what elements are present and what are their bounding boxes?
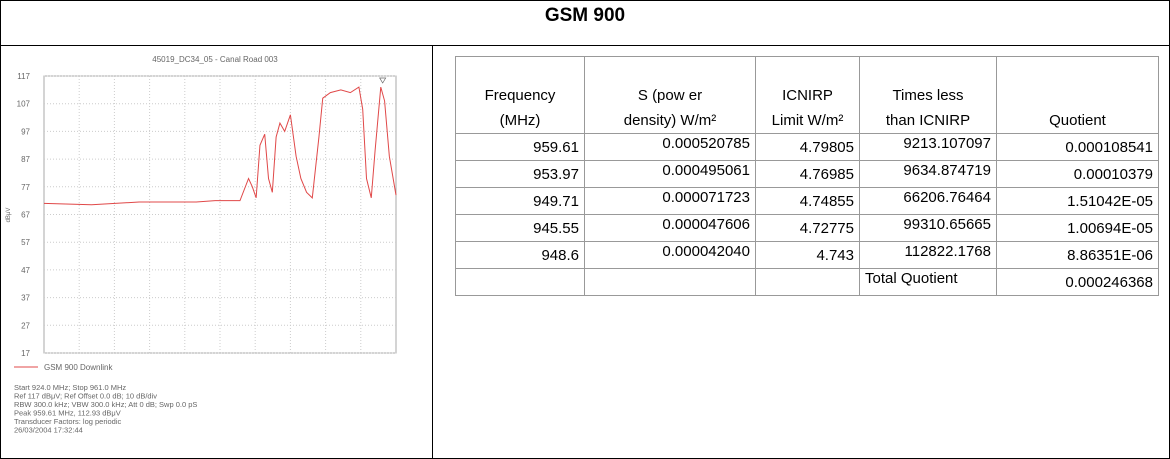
header-line — [1000, 83, 1155, 108]
trace — [43, 86, 397, 206]
y-tick-label: 87 — [21, 155, 30, 164]
info-line: RBW 300.0 kHz; VBW 300.0 kHz; Att 0 dB; … — [14, 400, 197, 409]
cell: 0.000246368 — [996, 268, 1159, 296]
cell: 8.86351E-06 — [996, 241, 1159, 269]
cell: 9634.874719 — [859, 160, 997, 188]
y-tick-label: 37 — [21, 294, 30, 303]
cell: 4.74855 — [755, 187, 860, 215]
cell: 4.72775 — [755, 214, 860, 242]
cell: 0.000520785 — [584, 133, 756, 161]
cell: 4.743 — [755, 241, 860, 269]
header-line: Times less — [892, 87, 964, 104]
info-line: Transducer Factors: log periodic — [14, 417, 122, 426]
row: Total Quotient 0.000246368 — [455, 268, 1159, 296]
y-tick-label: 67 — [21, 211, 30, 220]
y-tick-label: 117 — [17, 72, 30, 81]
peak-marker — [379, 77, 387, 84]
cell: 0.000495061 — [584, 160, 756, 188]
header-line: Quotient — [1049, 112, 1106, 129]
cell: 0.000042040 — [584, 241, 756, 269]
header-line: Limit W/m² — [771, 112, 844, 129]
header-line: ICNIRP — [782, 87, 833, 104]
y-tick-label: 107 — [17, 100, 31, 109]
cell: 4.76985 — [755, 160, 860, 188]
cell — [455, 268, 585, 296]
cell: 0.000047606 — [584, 214, 756, 242]
header-cell: ICNIRP Limit W/m² — [755, 56, 860, 134]
info-line: 26/03/2004 17:32:44 — [14, 426, 83, 435]
cell: 112822.1768 — [859, 241, 997, 269]
y-tick-label: 27 — [21, 321, 30, 330]
legend-label: GSM 900 Downlink — [44, 363, 113, 372]
cell: 953.97 — [455, 160, 585, 188]
info-line: Ref 117 dBμV; Ref Offset 0.0 dB; 10 dB/d… — [14, 392, 157, 401]
cell: 66206.76464 — [859, 187, 997, 215]
data-table: Frequency (MHz) S (pow er density) W/m² ICNI… — [455, 56, 1159, 296]
chart-title: 45019_DC34_05 - Canal Road 003 — [152, 55, 278, 64]
cell: 948.6 — [455, 241, 585, 269]
info-line: Start 924.0 MHz; Stop 961.0 MHz — [14, 383, 126, 392]
cell: 0.000108541 — [996, 133, 1159, 161]
cell: 959.61 — [455, 133, 585, 161]
cell: Total Quotient — [859, 268, 997, 296]
row: 948.6 0.000042040 4.743 112822.1768 8.86351E… — [455, 241, 1159, 269]
header-cell: Times less than ICNIRP — [859, 56, 997, 134]
cell: 9213.107097 — [859, 133, 997, 161]
y-tick-label: 97 — [21, 127, 30, 136]
cell: 0.00010379 — [996, 160, 1159, 188]
y-tick-label: 57 — [21, 238, 30, 247]
cell: 1.00694E-05 — [996, 214, 1159, 242]
row: 959.61 0.000520785 4.79805 9213.107097 0.000… — [455, 133, 1159, 161]
cell: 945.55 — [455, 214, 585, 242]
cell: 0.000071723 — [584, 187, 756, 215]
cell: 99310.65665 — [859, 214, 997, 242]
header-line: than ICNIRP — [885, 112, 971, 129]
y-axis-label: dBμV — [6, 208, 12, 223]
row: 953.97 0.000495061 4.76985 9634.874719 0.000… — [455, 160, 1159, 188]
header-line: (MHz) — [499, 112, 541, 129]
cell: 1.51042E-05 — [996, 187, 1159, 215]
cell: 4.79805 — [755, 133, 860, 161]
header-cell: Quotient — [996, 56, 1159, 134]
header-cell: S (pow er density) W/m² — [584, 56, 756, 134]
y-tick-label: 17 — [21, 349, 30, 358]
y-tick-label: 77 — [21, 183, 30, 192]
header-line: S (pow er — [637, 87, 703, 104]
row: 945.55 0.000047606 4.72775 99310.65665 1.006… — [455, 214, 1159, 242]
header-row: Frequency (MHz) S (pow er density) W/m² ICNI… — [455, 56, 1159, 134]
row: 949.71 0.000071723 4.74855 66206.76464 1.510… — [455, 187, 1159, 215]
header-line: Frequency — [484, 87, 556, 104]
header-line: density) W/m² — [623, 112, 717, 129]
cell: 949.71 — [455, 187, 585, 215]
cell — [755, 268, 860, 296]
title: GSM 900 — [0, 0, 1170, 46]
cell — [584, 268, 756, 296]
info-line: Peak 959.61 MHz, 112.93 dBμV — [14, 409, 121, 418]
y-tick-label: 47 — [21, 266, 30, 275]
chart: 45019_DC34_05 - Canal Road 003 17 27 37 47 57… — [6, 55, 397, 435]
header-cell: Frequency (MHz) — [455, 56, 585, 134]
